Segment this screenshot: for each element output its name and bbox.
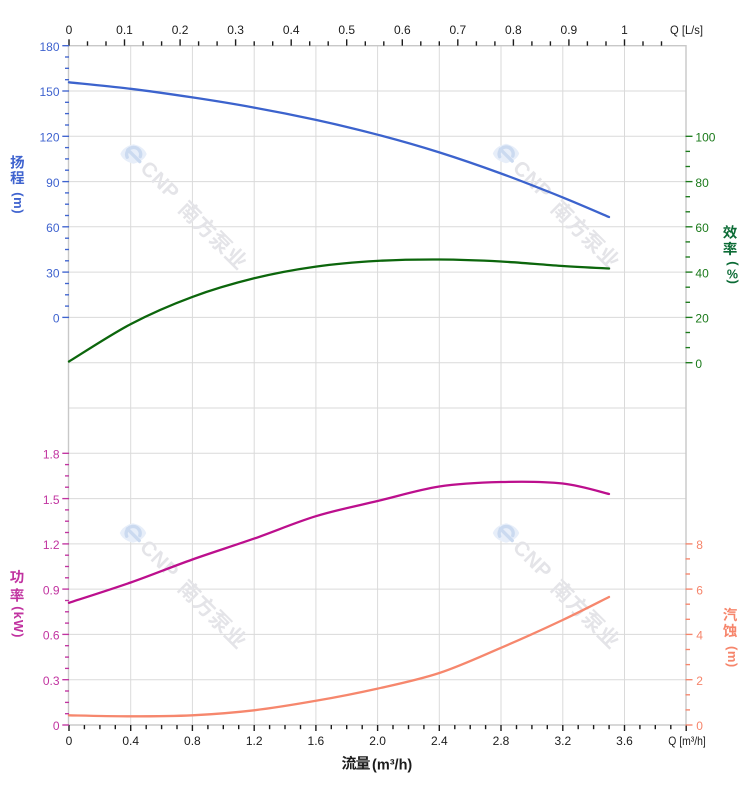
svg-text:180: 180 — [39, 40, 59, 54]
svg-text:(m³/h): (m³/h) — [372, 758, 412, 774]
svg-text:(kW): (kW) — [11, 606, 26, 638]
svg-text:0: 0 — [66, 23, 73, 37]
svg-text:Q [m³/h]: Q [m³/h] — [668, 734, 706, 748]
svg-text:90: 90 — [46, 176, 60, 190]
svg-text:0.4: 0.4 — [283, 23, 300, 37]
svg-text:150: 150 — [39, 85, 59, 99]
svg-text:0: 0 — [695, 357, 702, 371]
svg-text:0: 0 — [66, 734, 73, 748]
svg-text:100: 100 — [695, 131, 715, 145]
svg-text:0.6: 0.6 — [43, 629, 60, 643]
svg-text:0.3: 0.3 — [227, 23, 244, 37]
svg-text:6: 6 — [696, 583, 703, 597]
svg-text:0.3: 0.3 — [43, 674, 60, 688]
svg-text:): ) — [726, 280, 741, 284]
svg-text:%: % — [727, 268, 738, 282]
svg-text:20: 20 — [695, 312, 709, 326]
svg-text:40: 40 — [695, 266, 709, 280]
svg-text:0.9: 0.9 — [43, 583, 60, 597]
svg-text:2: 2 — [696, 674, 703, 688]
svg-text:2.8: 2.8 — [493, 734, 510, 748]
svg-text:2.0: 2.0 — [369, 734, 386, 748]
svg-text:60: 60 — [46, 221, 60, 235]
svg-text:1: 1 — [621, 23, 628, 37]
svg-text:60: 60 — [695, 221, 709, 235]
svg-text:1.5: 1.5 — [43, 493, 60, 507]
svg-text:Q [L/s]: Q [L/s] — [670, 23, 703, 37]
svg-text:1.6: 1.6 — [308, 734, 325, 748]
svg-text:(: ( — [726, 261, 741, 266]
svg-text:120: 120 — [39, 131, 59, 145]
svg-text:8: 8 — [696, 538, 703, 552]
svg-text:4: 4 — [696, 629, 703, 643]
svg-text:0.9: 0.9 — [561, 23, 578, 37]
svg-text:0.8: 0.8 — [505, 23, 522, 37]
svg-text:0.7: 0.7 — [449, 23, 466, 37]
svg-text:3.6: 3.6 — [616, 734, 633, 748]
svg-text:0.6: 0.6 — [394, 23, 411, 37]
svg-text:(m): (m) — [11, 192, 26, 214]
svg-text:1.8: 1.8 — [43, 448, 60, 462]
svg-text:0: 0 — [53, 719, 60, 733]
svg-text:0.2: 0.2 — [172, 23, 189, 37]
svg-text:80: 80 — [695, 176, 709, 190]
svg-text:2.4: 2.4 — [431, 734, 448, 748]
svg-text:(m): (m) — [725, 646, 740, 668]
svg-text:30: 30 — [46, 266, 60, 280]
svg-text:0: 0 — [696, 719, 703, 733]
svg-text:0.4: 0.4 — [122, 734, 139, 748]
svg-text:0.8: 0.8 — [184, 734, 201, 748]
svg-text:0.5: 0.5 — [338, 23, 355, 37]
svg-text:1.2: 1.2 — [43, 538, 60, 552]
svg-text:3.2: 3.2 — [554, 734, 571, 748]
svg-text:1.2: 1.2 — [246, 734, 263, 748]
svg-text:0: 0 — [53, 312, 60, 326]
svg-text:0.1: 0.1 — [116, 23, 133, 37]
